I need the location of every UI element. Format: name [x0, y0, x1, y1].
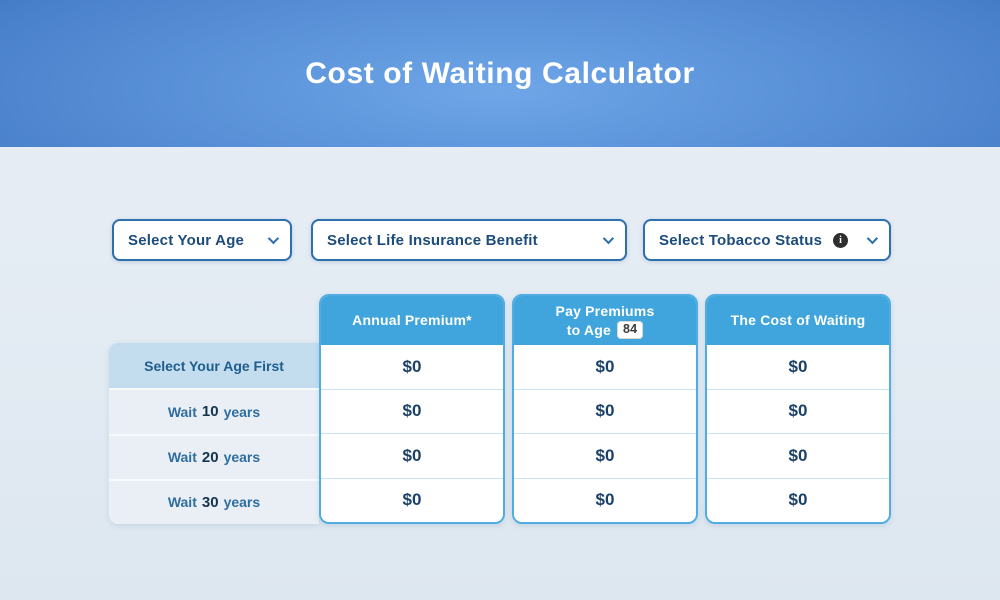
row-label-number: 20	[201, 448, 219, 466]
row-label-suffix: years	[223, 403, 261, 420]
column-header-cost-of-waiting: The Cost of Waiting	[707, 296, 889, 345]
column-header-line1: Pay Premiums	[555, 302, 655, 319]
column-pay-premiums-to-age: Pay Premiums to Age 84 $0 $0 $0 $0	[512, 294, 698, 524]
age-value-badge[interactable]: 84	[616, 321, 644, 339]
page-header: Cost of Waiting Calculator	[0, 0, 1000, 147]
select-age-dropdown[interactable]: Select Your Age	[112, 219, 292, 261]
chevron-down-icon	[602, 232, 615, 245]
column-header-pay-premiums: Pay Premiums to Age 84	[514, 296, 696, 345]
cell-value: $0	[788, 401, 808, 421]
cell-value: $0	[402, 490, 422, 510]
cell-cost-row-2: $0	[707, 433, 889, 478]
select-tobacco-label: Select Tobacco Status	[659, 231, 823, 249]
select-benefit-label: Select Life Insurance Benefit	[327, 231, 538, 249]
cell-premium-row-3: $0	[321, 477, 503, 522]
chevron-down-icon	[866, 232, 879, 245]
info-icon[interactable]: i	[833, 232, 848, 248]
cell-premium-row-0: $0	[321, 345, 503, 389]
row-label-wait-20-years: Wait 20 years	[109, 433, 319, 479]
cell-value: $0	[402, 445, 422, 465]
cell-premium-row-1: $0	[321, 388, 503, 433]
select-tobacco-dropdown[interactable]: Select Tobacco Status i	[643, 219, 891, 261]
cell-value: $0	[788, 356, 808, 376]
column-header-text: Annual Premium*	[352, 312, 472, 329]
cell-premium-row-2: $0	[321, 433, 503, 478]
dropdown-icon-group: i	[833, 232, 879, 248]
row-label-wait-10-years: Wait 10 years	[109, 388, 319, 434]
column-header-text: The Cost of Waiting	[730, 312, 866, 329]
cell-pay-to-age-row-2: $0	[514, 433, 696, 478]
cell-value: $0	[595, 490, 615, 510]
cell-pay-to-age-row-3: $0	[514, 477, 696, 522]
row-label-suffix: years	[223, 449, 261, 466]
page-title: Cost of Waiting Calculator	[305, 56, 695, 90]
column-header-annual-premium: Annual Premium*	[321, 296, 503, 345]
cell-pay-to-age-row-0: $0	[514, 345, 696, 389]
cell-cost-row-3: $0	[707, 477, 889, 522]
row-label-prefix: Wait	[167, 449, 197, 466]
cell-value: $0	[788, 445, 808, 465]
column-annual-premium: Annual Premium* $0 $0 $0 $0	[319, 294, 505, 524]
row-label-number: 10	[201, 403, 219, 421]
cell-value: $0	[595, 401, 615, 421]
column-header-line2: to Age 84	[567, 321, 644, 340]
row-label-suffix: years	[223, 494, 261, 511]
select-benefit-dropdown[interactable]: Select Life Insurance Benefit	[311, 219, 627, 261]
row-label-text: Select Your Age First	[144, 357, 284, 374]
cell-value: $0	[402, 401, 422, 421]
cell-cost-row-0: $0	[707, 345, 889, 389]
row-label-wait-30-years: Wait 30 years	[109, 478, 319, 524]
cell-value: $0	[595, 445, 615, 465]
chevron-down-icon	[267, 232, 280, 245]
cell-cost-row-1: $0	[707, 388, 889, 433]
to-age-text: to Age	[566, 321, 611, 338]
column-cost-of-waiting: The Cost of Waiting $0 $0 $0 $0	[705, 294, 891, 524]
row-label-select-age-first: Select Your Age First	[109, 343, 319, 389]
cell-value: $0	[402, 356, 422, 376]
cell-value: $0	[788, 490, 808, 510]
cell-pay-to-age-row-1: $0	[514, 388, 696, 433]
row-label-prefix: Wait	[167, 403, 197, 420]
row-labels-column: Select Your Age First Wait 10 years Wait…	[109, 343, 319, 524]
row-label-prefix: Wait	[167, 494, 197, 511]
row-label-number: 30	[201, 493, 219, 511]
cell-value: $0	[595, 356, 615, 376]
select-age-label: Select Your Age	[128, 231, 245, 249]
